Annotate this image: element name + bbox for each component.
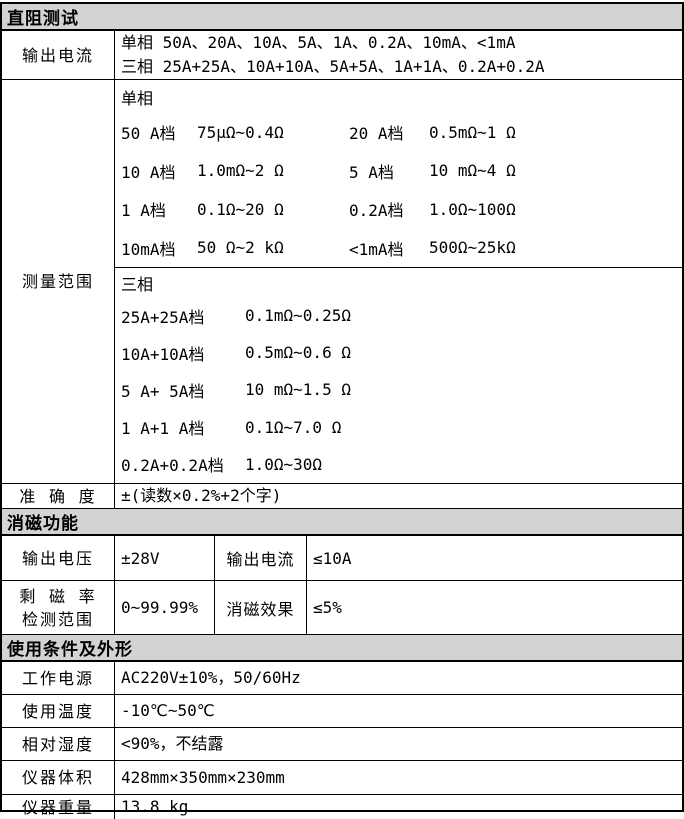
gear-label: 10 A档: [121, 162, 176, 182]
range-value: 0.5mΩ~1 Ω: [429, 122, 516, 142]
residual-flux-detection-value: 0~99.99%: [115, 581, 215, 634]
single-phase-range-line: 10mA档 50 Ω~2 kΩ <1mA档 500Ω~25kΩ: [115, 229, 682, 268]
row-instrument-size: 仪器体积 428mm×350mm×230mm: [2, 761, 682, 795]
row-instrument-weight: 仪器重量 13.8 kg: [2, 795, 682, 819]
row-demag-voltage-current: 输出电压 ±28V 输出电流 ≤10A: [2, 536, 682, 581]
row-power-supply: 工作电源 AC220V±10%，50/60Hz: [2, 662, 682, 695]
demag-output-current-label: 输出电流: [215, 536, 307, 580]
row-accuracy: 准 确 度 ±(读数×0.2%+2个字): [2, 484, 682, 509]
demag-output-current-value: ≤10A: [313, 548, 352, 568]
residual-flux-detection-label: 剩 磁 率 检测范围: [2, 581, 115, 634]
range-value: 500Ω~25kΩ: [429, 238, 516, 258]
section-header-operating-conditions: 使用条件及外形: [2, 635, 682, 662]
operating-temperature-value: -10℃~50℃: [121, 701, 215, 720]
power-supply-label: 工作电源: [2, 662, 115, 694]
demag-effect-label: 消磁效果: [215, 581, 307, 634]
output-current-label: 输出电流: [2, 31, 115, 79]
output-current-value: 单相 50A、20A、10A、5A、1A、0.2A、10mA、<1mA 三相 2…: [115, 31, 682, 79]
relative-humidity-value: <90%，不结露: [121, 734, 224, 753]
gear-label: <1mA档: [349, 239, 404, 259]
range-value: 0.1Ω~7.0 Ω: [245, 417, 342, 437]
gear-label: 5 A档: [349, 162, 394, 182]
gear-label: 1 A+1 A档: [121, 419, 205, 439]
gear-label: 10mA档: [121, 239, 176, 259]
section-header-demagnetization: 消磁功能: [2, 509, 682, 536]
row-operating-temperature: 使用温度 -10℃~50℃: [2, 695, 682, 728]
measure-range-value: 单相 50 A档 75μΩ~0.4Ω 20 A档 0.5mΩ~1 Ω 10 A档…: [115, 80, 682, 483]
operating-temperature-label: 使用温度: [2, 695, 115, 727]
range-value: 10 mΩ~1.5 Ω: [245, 380, 351, 400]
single-phase-range-line: 50 A档 75μΩ~0.4Ω 20 A档 0.5mΩ~1 Ω: [115, 113, 682, 152]
three-phase-range-line: 10A+10A档 0.5mΩ~0.6 Ω: [115, 334, 682, 371]
instrument-size-value: 428mm×350mm×230mm: [121, 767, 285, 787]
gear-label: 20 A档: [349, 124, 404, 144]
range-value: 1.0mΩ~2 Ω: [197, 161, 284, 181]
row-relative-humidity: 相对湿度 <90%，不结露: [2, 728, 682, 761]
instrument-weight-label: 仪器重量: [2, 795, 115, 819]
accuracy-label: 准 确 度: [2, 484, 115, 508]
relative-humidity-label: 相对湿度: [2, 728, 115, 760]
three-phase-range-line: 5 A+ 5A档 10 mΩ~1.5 Ω: [115, 371, 682, 408]
range-value: 50 Ω~2 kΩ: [197, 238, 284, 258]
range-value: 1.0Ω~100Ω: [429, 199, 516, 219]
range-value: 0.5mΩ~0.6 Ω: [245, 343, 351, 363]
gear-label: 5 A+ 5A档: [121, 381, 205, 401]
gear-label: 10A+10A档: [121, 344, 205, 364]
range-value: 0.1Ω~20 Ω: [197, 199, 284, 219]
gear-label: 25A+25A档: [121, 307, 205, 327]
gear-label: 1 A档: [121, 201, 166, 221]
measure-range-label: 测量范围: [2, 80, 115, 483]
single-phase-title: 单相: [121, 88, 154, 108]
range-value: 0.1mΩ~0.25Ω: [245, 306, 351, 326]
instrument-size-label: 仪器体积: [2, 761, 115, 794]
output-current-single-phase: 单相 50A、20A、10A、5A、1A、0.2A、10mA、<1mA: [121, 33, 516, 52]
range-value: 10 mΩ~4 Ω: [429, 161, 516, 181]
gear-label: 0.2A+0.2A档: [121, 456, 224, 476]
residual-flux-label-line2: 检测范围: [21, 609, 94, 629]
residual-flux-label-line1: 剩 磁 率: [19, 586, 97, 606]
single-phase-range-block: 单相 50 A档 75μΩ~0.4Ω 20 A档 0.5mΩ~1 Ω 10 A档…: [115, 80, 682, 268]
three-phase-range-block: 三相 25A+25A档 0.1mΩ~0.25Ω 10A+10A档 0.5mΩ~0…: [115, 268, 682, 483]
section-header-dc-resistance-test: 直阻测试: [2, 4, 682, 31]
output-current-three-phase: 三相 25A+25A、10A+10A、5A+5A、1A+1A、0.2A+0.2A: [121, 57, 545, 76]
range-value: 1.0Ω~30Ω: [245, 454, 323, 474]
three-phase-range-line: 25A+25A档 0.1mΩ~0.25Ω: [115, 297, 682, 334]
three-phase-title: 三相: [121, 274, 154, 294]
row-residual-flux-effect: 剩 磁 率 检测范围 0~99.99% 消磁效果 ≤5%: [2, 581, 682, 635]
three-phase-range-line: 0.2A+0.2A档 1.0Ω~30Ω: [115, 446, 682, 483]
gear-label: 50 A档: [121, 124, 176, 144]
accuracy-value: ±(读数×0.2%+2个字): [121, 486, 282, 505]
row-measure-range: 测量范围 单相 50 A档 75μΩ~0.4Ω 20 A档 0.5mΩ~1 Ω …: [2, 80, 682, 484]
power-supply-value: AC220V±10%，50/60Hz: [121, 668, 301, 687]
three-phase-range-line: 1 A+1 A档 0.1Ω~7.0 Ω: [115, 409, 682, 446]
demag-output-voltage-value: ±28V: [115, 536, 215, 580]
single-phase-range-line: 1 A档 0.1Ω~20 Ω 0.2A档 1.0Ω~100Ω: [115, 190, 682, 229]
single-phase-range-line: 10 A档 1.0mΩ~2 Ω 5 A档 10 mΩ~4 Ω: [115, 152, 682, 191]
demag-output-voltage-label: 输出电压: [2, 536, 115, 580]
instrument-weight-value: 13.8 kg: [121, 797, 189, 816]
gear-label: 0.2A档: [349, 201, 404, 221]
demag-effect-value: ≤5%: [313, 598, 342, 617]
range-value: 75μΩ~0.4Ω: [197, 122, 284, 142]
row-output-current: 输出电流 单相 50A、20A、10A、5A、1A、0.2A、10mA、<1mA…: [2, 31, 682, 80]
